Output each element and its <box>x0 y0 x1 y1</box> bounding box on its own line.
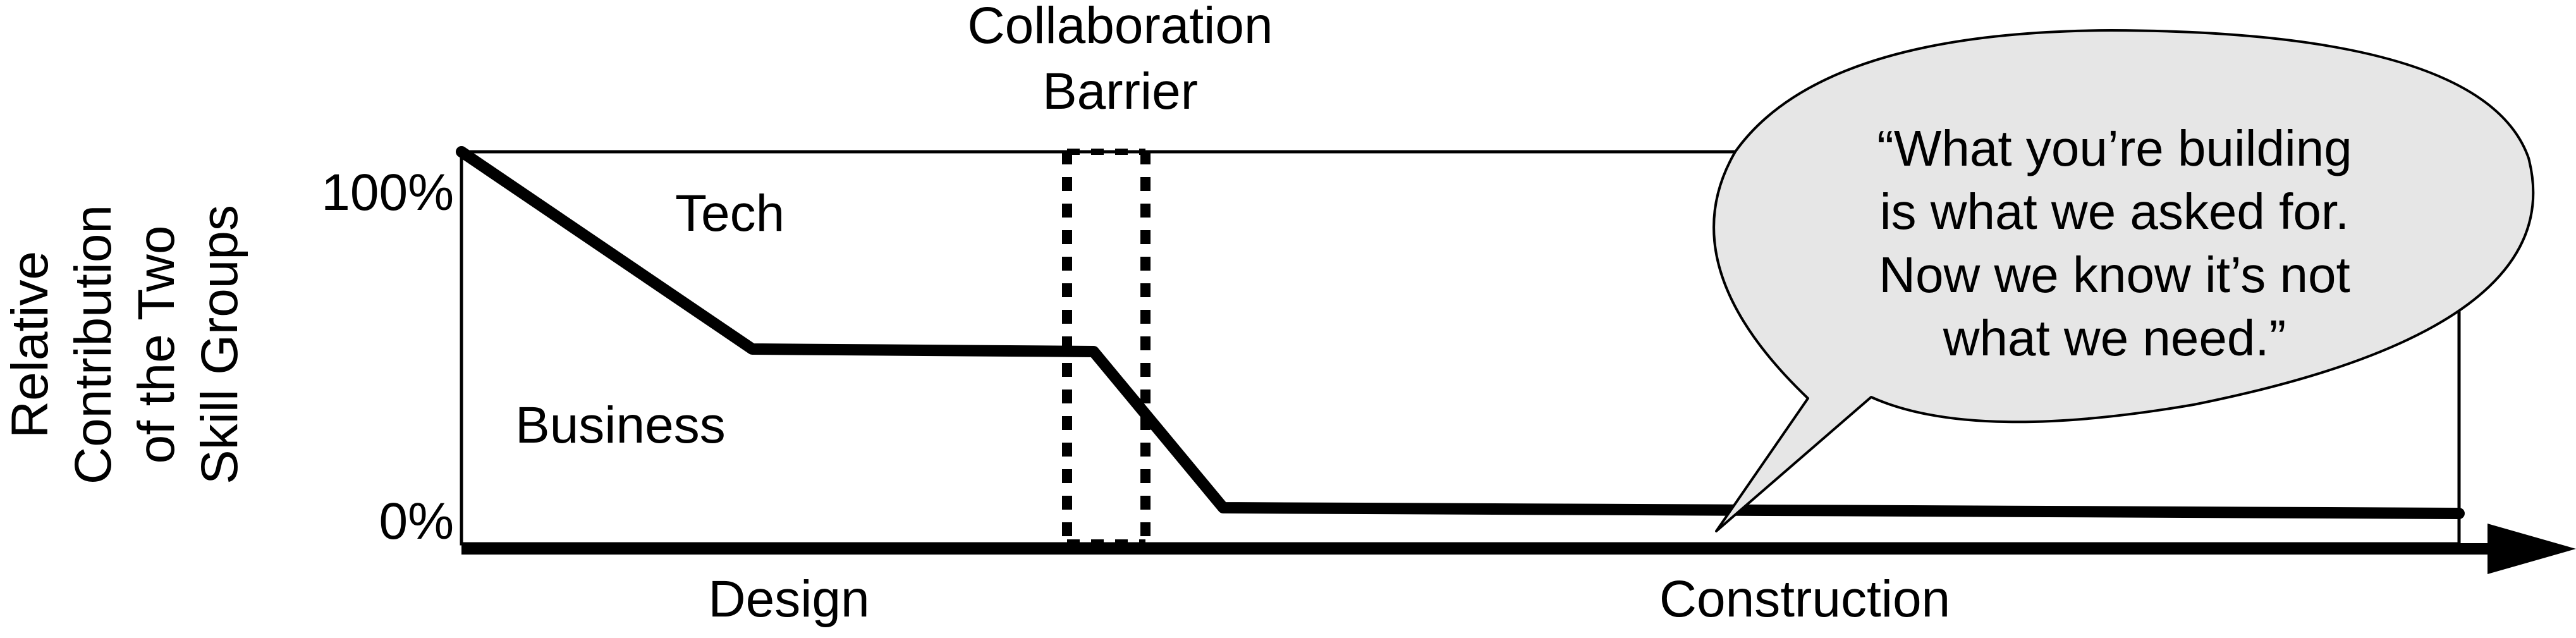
speech-bubble <box>1712 29 2535 532</box>
speech-bubble-line1: “What you’re building <box>1877 120 2352 176</box>
contribution-line <box>456 146 2465 519</box>
phase-label-design: Design <box>708 570 869 628</box>
phase-label-construction: Construction <box>1659 570 1950 628</box>
y-tick-0: 0% <box>379 493 454 550</box>
y-axis-label-line3: of the Two <box>128 226 185 464</box>
y-axis-label-line4: Skill Groups <box>191 205 248 484</box>
region-label-business: Business <box>515 396 726 454</box>
speech-bubble-line4: what we need.” <box>1943 310 2286 366</box>
speech-bubble-line3: Now we know it’s not <box>1879 247 2350 303</box>
barrier-title-line2: Barrier <box>1042 63 1198 120</box>
y-tick-100: 100% <box>321 164 454 221</box>
y-axis-label: Relative Contribution of the Two Skill G… <box>1 205 248 484</box>
speech-bubble-line2: is what we asked for. <box>1880 183 2350 240</box>
y-axis-label-line2: Contribution <box>64 205 122 484</box>
barrier-title-line1: Collaboration <box>967 0 1273 54</box>
region-label-tech: Tech <box>675 185 784 242</box>
arrow-right-icon <box>2487 524 2576 574</box>
y-axis-label-line1: Relative <box>1 251 59 438</box>
